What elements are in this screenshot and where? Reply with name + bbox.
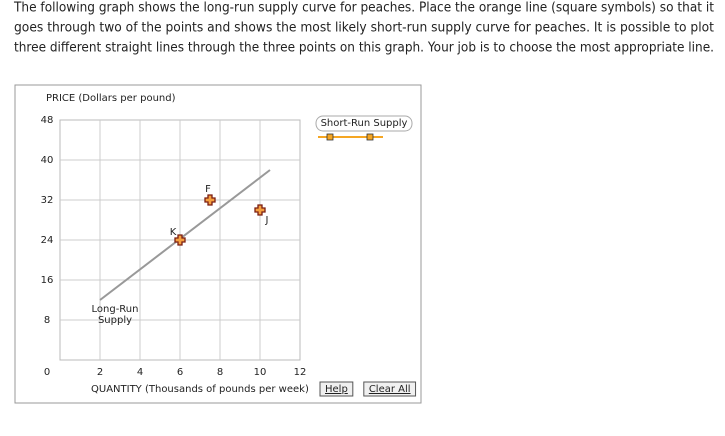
y-axis-label: PRICE (Dollars per pound)	[46, 93, 176, 104]
point-symbol	[174, 234, 186, 246]
tool-handle[interactable]	[326, 133, 334, 141]
x-tick-label: 4	[137, 367, 143, 378]
line-label-text: Long-Run Supply	[91, 304, 139, 326]
y-tick-label: 40	[41, 155, 54, 166]
line-label: Long-Run Supply	[91, 304, 139, 326]
x-tick-label: 12	[294, 367, 307, 378]
x-axis-label: QUANTITY (Thousands of pounds per week)	[91, 384, 309, 395]
point-label: F	[205, 184, 211, 195]
x-tick-label: 6	[177, 367, 183, 378]
instruction-line: The following graph shows the long-run s…	[13, 1, 714, 16]
point-label: J	[265, 215, 269, 226]
instruction-line: three different straight lines through t…	[14, 41, 714, 56]
button-label[interactable]: Help	[325, 384, 348, 395]
y-tick-label: 32	[41, 195, 54, 206]
y-tick-label: 48	[41, 115, 54, 126]
data-point	[254, 204, 266, 216]
y-tick-label: 16	[41, 275, 54, 286]
data-point	[174, 234, 186, 246]
x-tick-label: 8	[217, 367, 223, 378]
x-tick-label: 10	[254, 367, 267, 378]
instruction-line: goes through two of the points and shows…	[14, 21, 714, 36]
data-point	[204, 194, 216, 206]
button[interactable]	[363, 381, 417, 397]
tool-handle[interactable]	[366, 133, 374, 141]
button-label[interactable]: Clear All	[369, 384, 411, 395]
tool-label[interactable]: Short-Run Supply	[321, 118, 408, 129]
y-tick-label: 8	[44, 315, 50, 326]
x-tick-label: 2	[97, 367, 103, 378]
supply-line	[99, 169, 271, 301]
point-label: K	[170, 227, 177, 238]
point-symbol	[254, 204, 266, 216]
button[interactable]	[319, 381, 354, 397]
point-symbol	[204, 194, 216, 206]
tool-box	[315, 115, 413, 132]
y-tick-label: 24	[41, 235, 54, 246]
y-tick-label: 0	[44, 367, 50, 378]
